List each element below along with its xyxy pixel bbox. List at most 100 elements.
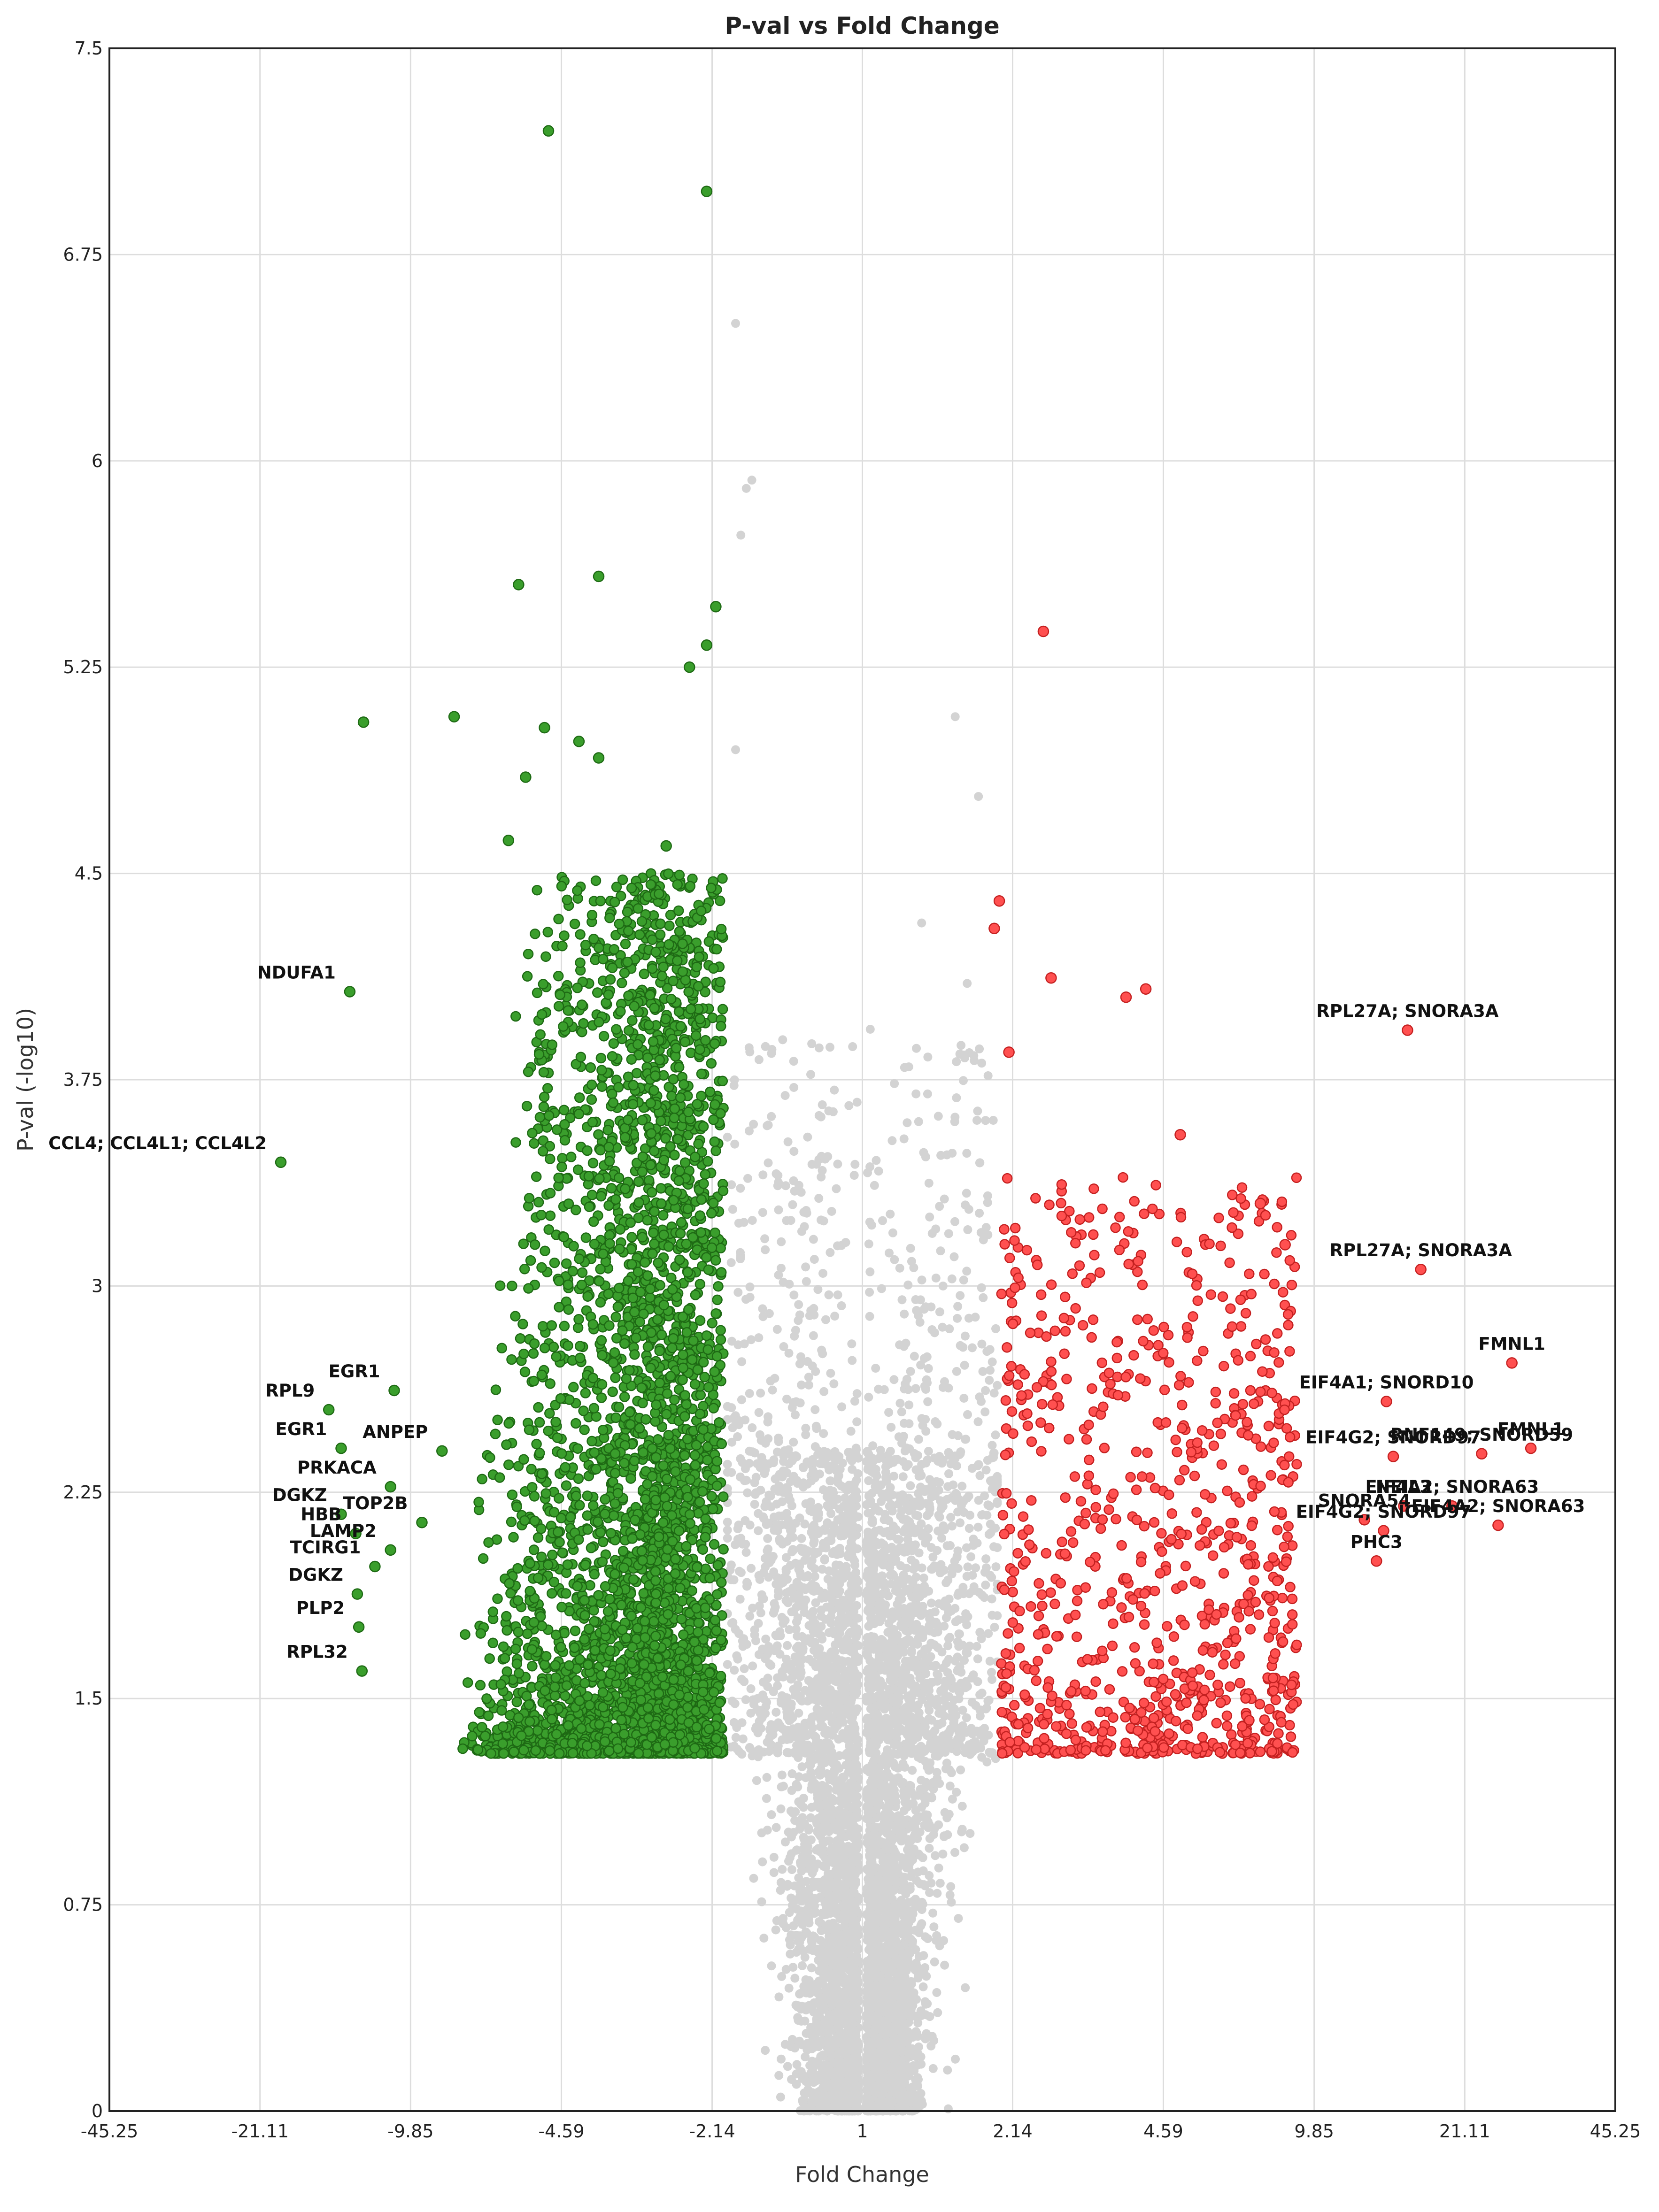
not-significant-point — [938, 1850, 947, 1859]
not-significant-point — [945, 1766, 954, 1774]
not-significant-point — [929, 2064, 938, 2073]
not-significant-point — [914, 2097, 923, 2105]
not-significant-point — [754, 1526, 763, 1535]
not-significant-point — [904, 1919, 913, 1928]
not-significant-point — [852, 1417, 861, 1426]
not-significant-point — [921, 1932, 930, 1941]
not-significant-point — [900, 2078, 909, 2087]
not-significant-point — [807, 1836, 816, 1844]
not-significant-point — [782, 1567, 791, 1576]
not-significant-point — [904, 1800, 913, 1809]
not-significant-point — [846, 1544, 855, 1552]
not-significant-point — [874, 1167, 883, 1175]
not-significant-point — [831, 1674, 840, 1683]
not-significant-point — [819, 1485, 828, 1494]
not-significant-point — [819, 1652, 828, 1661]
not-significant-point — [899, 2089, 908, 2098]
not-significant-point — [947, 1898, 956, 1907]
not-significant-point — [853, 1098, 862, 1107]
not-significant-point — [921, 1459, 930, 1467]
not-significant-point — [889, 1375, 898, 1384]
not-significant-point — [809, 1877, 818, 1886]
not-significant-point — [836, 1549, 845, 1558]
not-significant-point — [784, 1598, 793, 1607]
not-significant-point — [993, 1498, 1002, 1506]
not-significant-point — [900, 1310, 909, 1319]
not-significant-point — [723, 1660, 732, 1669]
not-significant-point — [928, 1778, 937, 1787]
not-significant-point — [841, 1872, 850, 1881]
not-significant-point — [924, 1364, 933, 1373]
not-significant-point — [864, 1622, 873, 1631]
not-significant-point — [816, 1771, 825, 1780]
not-significant-point — [934, 1864, 943, 1873]
not-significant-point — [906, 1367, 915, 1376]
not-significant-point — [904, 1460, 913, 1469]
not-significant-point — [827, 1813, 836, 1822]
not-significant-point — [849, 1834, 858, 1843]
not-significant-point — [777, 2055, 786, 2064]
not-significant-point — [898, 1295, 907, 1304]
not-significant-point — [954, 1914, 963, 1923]
not-significant-point — [991, 1562, 1000, 1571]
not-significant-point — [907, 1908, 916, 1917]
not-significant-point — [906, 1481, 915, 1490]
not-significant-point — [853, 1624, 862, 1633]
not-significant-point — [935, 1478, 944, 1487]
not-significant-point — [866, 1602, 875, 1611]
not-significant-point — [786, 1532, 795, 1541]
not-significant-point — [818, 1565, 827, 1574]
not-significant-point — [864, 1878, 873, 1887]
not-significant-point — [847, 1427, 856, 1436]
not-significant-point — [882, 2006, 891, 2015]
not-significant-point — [850, 1935, 859, 1944]
not-significant-point — [723, 1133, 732, 1142]
not-significant-point — [789, 1290, 798, 1299]
not-significant-point — [834, 2025, 843, 2034]
not-significant-point — [852, 1632, 861, 1641]
not-significant-point — [776, 2093, 785, 2102]
not-significant-point — [854, 1614, 863, 1623]
not-significant-point — [932, 1988, 941, 1997]
not-significant-point — [841, 1518, 850, 1527]
not-significant-point — [816, 1711, 825, 1720]
not-significant-point — [915, 1592, 924, 1601]
not-significant-point — [991, 1324, 1000, 1333]
not-significant-point — [852, 1574, 861, 1583]
not-significant-point — [826, 1944, 834, 1953]
not-significant-point — [900, 1668, 909, 1677]
not-significant-point — [882, 1804, 891, 1813]
not-significant-point — [779, 1693, 788, 1702]
not-significant-point — [925, 1844, 934, 1853]
not-significant-point — [752, 1776, 761, 1785]
not-significant-point — [798, 1961, 807, 1970]
not-significant-point — [804, 2028, 813, 2037]
not-significant-point — [832, 1184, 841, 1193]
not-significant-point — [905, 1927, 914, 1936]
not-significant-point — [787, 2075, 796, 2084]
not-significant-point — [807, 1803, 816, 1812]
not-significant-point — [865, 1162, 874, 1171]
not-significant-point — [933, 1889, 941, 1898]
not-significant-point — [847, 1339, 856, 1348]
not-significant-point — [812, 1846, 821, 1855]
not-significant-point — [895, 1595, 903, 1604]
not-significant-point — [823, 1448, 832, 1457]
not-significant-point — [853, 1589, 862, 1598]
not-significant-point — [829, 1379, 838, 1388]
not-significant-point — [957, 1482, 966, 1490]
not-significant-point — [938, 1459, 947, 1467]
not-significant-point — [870, 1986, 879, 1995]
not-significant-point — [904, 1885, 913, 1894]
not-significant-point — [841, 1915, 849, 1924]
not-significant-point — [885, 1563, 894, 1572]
not-significant-point — [881, 1813, 890, 1822]
not-significant-point — [927, 1879, 936, 1888]
not-significant-point — [897, 1407, 906, 1416]
not-significant-point — [993, 1543, 1002, 1552]
not-significant-point — [769, 1687, 778, 1696]
not-significant-point — [899, 2005, 908, 2013]
not-significant-point — [914, 1435, 923, 1444]
